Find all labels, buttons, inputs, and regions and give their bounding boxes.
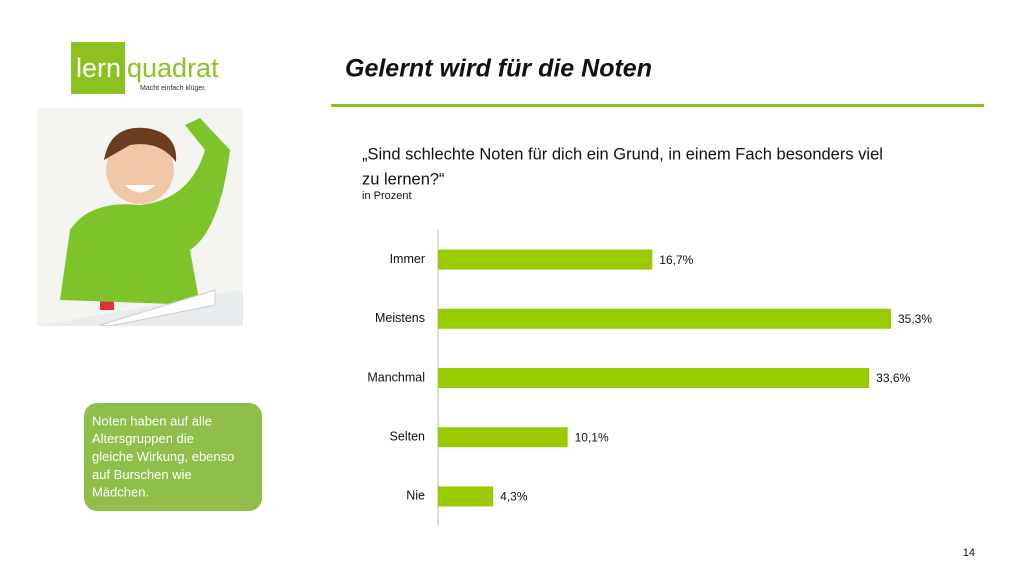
- value-label: 10,1%: [575, 430, 609, 444]
- category-label: Immer: [390, 252, 425, 266]
- logo-tagline: Macht einfach klüger.: [140, 85, 206, 92]
- callout-line: Altersgruppen die: [92, 431, 194, 446]
- value-label: 16,7%: [659, 253, 693, 267]
- category-label: Meistens: [375, 311, 425, 325]
- callout-box: [84, 403, 262, 511]
- bar: [438, 368, 870, 388]
- callout-line: gleiche Wirkung, ebenso: [92, 449, 234, 464]
- photo-mouth: [125, 185, 155, 193]
- bar: [438, 249, 653, 270]
- category-label: Nie: [406, 489, 425, 503]
- subtitle-line: zu lernen?“: [362, 170, 445, 188]
- callout-line: Mädchen.: [92, 485, 149, 500]
- category-label: Manchmal: [367, 370, 425, 384]
- photo-notebook: [99, 289, 216, 327]
- callout-line: auf Burschen wie: [92, 467, 192, 482]
- category-label: Selten: [390, 429, 425, 443]
- chart-title: Gelernt wird für die Noten: [345, 55, 652, 83]
- bar: [438, 308, 891, 329]
- logo-right: quadrat: [127, 53, 219, 83]
- photo-face: [106, 136, 174, 204]
- unit-note: in Prozent: [362, 190, 412, 202]
- value-label: 4,3%: [500, 490, 528, 504]
- bar: [438, 486, 494, 507]
- photo-body: [60, 118, 230, 305]
- logo-left: lern: [76, 53, 121, 83]
- title-rule: [331, 104, 984, 107]
- value-label: 33,6%: [876, 371, 910, 385]
- subtitle-line: „Sind schlechte Noten für dich ein Grund…: [362, 145, 883, 163]
- callout: Noten haben auf alle Altersgruppen die gle…: [92, 413, 234, 499]
- callout-line: Noten haben auf alle: [92, 413, 212, 428]
- photo-hair: [104, 127, 177, 162]
- value-label: 35,3%: [898, 312, 932, 326]
- bar: [438, 427, 568, 448]
- photo: [37, 108, 243, 327]
- page-number: 14: [963, 547, 975, 559]
- logo-box: [71, 42, 125, 94]
